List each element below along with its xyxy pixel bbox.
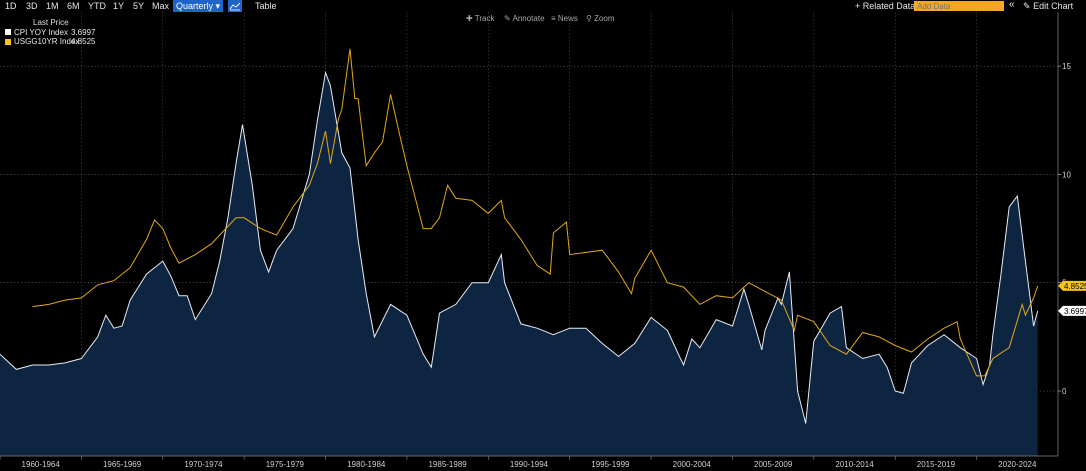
x-axis: 1960-1964 1965-1969 1970-1974 1975-1979 1980… <box>0 455 1058 469</box>
pencil-icon: ✎ <box>1023 1 1031 11</box>
zoom-tool[interactable]: ⚲ Zoom <box>586 14 615 23</box>
news-label: News <box>557 14 578 23</box>
track-label: Track <box>474 14 495 23</box>
legend-title: Last Price <box>33 18 69 27</box>
table-button[interactable]: Table <box>255 1 277 11</box>
legend-name-cpi: CPI YOY Index <box>14 27 68 37</box>
period-max-button[interactable]: Max <box>152 1 170 11</box>
related-data-button[interactable]: + Related Data <box>855 1 916 11</box>
line-chart-icon[interactable] <box>228 0 242 12</box>
y-axis: 051015 <box>1057 12 1071 456</box>
zoom-label: Zoom <box>594 14 615 23</box>
y-tick-label: 15 <box>1062 62 1071 71</box>
chart-series <box>0 48 1039 456</box>
x-tick-label: 2005-2009 <box>754 460 793 469</box>
legend-value-ust: 4.8525 <box>71 37 96 46</box>
legend-value-cpi: 3.6997 <box>71 27 96 37</box>
annotate-label: Annotate <box>512 14 545 23</box>
ust10y-last-value-label-text: 4.8525 <box>1064 282 1086 291</box>
legend-swatch-cpi <box>5 29 11 36</box>
double-chevron-left-icon[interactable]: « <box>1009 0 1015 10</box>
period-3d-button[interactable]: 3D <box>26 1 38 11</box>
legend-swatch-ust <box>5 38 11 45</box>
crosshair-icon: ✚ <box>466 14 473 23</box>
chart-toolbar: 1D 3D 1M 6M YTD 1Y 5Y Max Quarterly ▾ Ta… <box>0 0 1086 23</box>
cpi-area-fill <box>0 72 1038 456</box>
magnifier-icon: ⚲ <box>586 14 592 23</box>
period-1y-button[interactable]: 1Y <box>113 1 125 11</box>
y-tick-label: 10 <box>1062 170 1071 179</box>
last-value-labels: 4.8525 3.6997 <box>1058 280 1086 316</box>
ust10y-last-value-label: 4.8525 <box>1058 280 1086 291</box>
x-tick-label: 2010-2014 <box>835 460 874 469</box>
ust10y-last-value-label-bg <box>1058 280 1086 291</box>
y-tick-label: 0 <box>1062 387 1067 396</box>
x-tick-label: 1960-1964 <box>22 460 61 469</box>
news-tool[interactable]: ≡ News <box>551 14 578 23</box>
x-tick-label: 1990-1994 <box>510 460 549 469</box>
cpi-last-value-label-text: 3.6997 <box>1064 307 1086 316</box>
ust10y-series-line <box>32 48 1039 377</box>
annotate-tool[interactable]: ✎ Annotate <box>504 14 545 23</box>
period-ytd-button[interactable]: YTD <box>88 1 106 11</box>
legend-name-ust: USGG10YR Index <box>14 37 80 46</box>
x-tick-label: 1985-1989 <box>428 460 467 469</box>
x-tick-label: 1965-1969 <box>103 460 142 469</box>
period-1d-button[interactable]: 1D <box>5 1 17 11</box>
x-tick-label: 2020-2024 <box>998 460 1037 469</box>
x-tick-label: 1980-1984 <box>347 460 386 469</box>
legend-item-cpi: CPI YOY Index 3.6997 <box>5 28 95 38</box>
cpi-last-value-label: 3.6997 <box>1058 305 1086 316</box>
frequency-dropdown[interactable]: Quarterly ▾ <box>173 0 224 12</box>
track-tool[interactable]: ✚ Track <box>466 14 494 23</box>
x-tick-label: 1995-1999 <box>591 460 630 469</box>
pencil-icon: ✎ <box>504 14 511 23</box>
legend-item-ust: USGG10YR Index 4.8525 <box>5 37 95 47</box>
period-1m-button[interactable]: 1M <box>46 1 59 11</box>
x-tick-label: 2000-2004 <box>673 460 712 469</box>
cpi-series-line <box>0 70 1039 424</box>
period-5y-button[interactable]: 5Y <box>133 1 145 11</box>
edit-chart-button[interactable]: ✎ Edit Chart <box>1023 1 1073 11</box>
edit-chart-label: Edit Chart <box>1033 1 1074 11</box>
chart-legend: Last Price CPI YOY Index 3.6997 USGG10YR… <box>5 18 95 47</box>
cpi-last-value-label-bg <box>1058 305 1086 316</box>
add-data-input[interactable] <box>914 1 1004 11</box>
x-tick-label: 1970-1974 <box>184 460 223 469</box>
x-tick-label: 2015-2019 <box>917 460 956 469</box>
x-tick-label: 1975-1979 <box>266 460 305 469</box>
news-icon: ≡ <box>551 14 556 23</box>
period-6m-button[interactable]: 6M <box>67 1 80 11</box>
